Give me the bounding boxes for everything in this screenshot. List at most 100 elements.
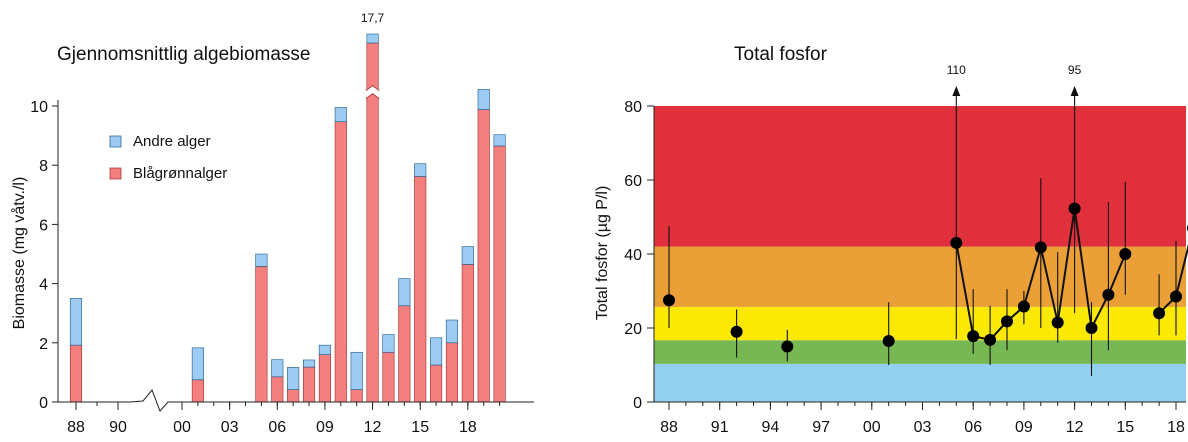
point-12	[1068, 202, 1081, 215]
band-1	[654, 340, 1186, 364]
bar-andre-alger-16	[430, 337, 443, 366]
point-07	[984, 333, 997, 346]
point-10	[1034, 241, 1047, 254]
x-tick-label-03: 03	[914, 419, 932, 436]
bar-andre-alger-11	[350, 351, 363, 390]
point-95	[781, 340, 794, 353]
legend-swatch-andre-alger	[109, 135, 122, 148]
biomass-bars: 17,7	[69, 11, 506, 403]
x-tick-label-90: 90	[109, 419, 127, 436]
y-tick-label-6: 6	[39, 217, 48, 234]
y-tick-label-80: 80	[624, 99, 642, 116]
x-tick-label-88: 88	[660, 419, 678, 436]
bar-blagronnalger-20	[493, 145, 506, 403]
y-tick-label-10: 10	[30, 99, 48, 116]
bar-andre-alger-17	[445, 319, 459, 344]
bar-blagronnalger-08	[302, 366, 316, 403]
x-tick-label-06: 06	[964, 419, 982, 436]
y-tick-label-4: 4	[39, 277, 48, 294]
x-tick-label-15: 15	[411, 419, 429, 436]
bar-annotation-12: 17,7	[361, 11, 385, 25]
bar-break-line-lower-12	[365, 93, 380, 99]
y-tick-label-2: 2	[39, 336, 48, 353]
point-15	[1119, 248, 1132, 260]
point-01	[882, 334, 895, 347]
x-tick-label-88: 88	[67, 419, 85, 436]
phosphorus-title: Total fosfor	[734, 44, 828, 65]
bar-andre-alger-07	[287, 367, 300, 390]
bar-blagronnalger-88	[69, 344, 83, 403]
bar-blagronnalger-06	[271, 376, 284, 403]
x-tick-label-06: 06	[268, 419, 286, 436]
data-points	[663, 202, 1188, 353]
bar-blagronnalger-17	[445, 342, 459, 403]
bar-andre-alger-13	[382, 334, 395, 353]
x-tick-label-12: 12	[364, 419, 382, 436]
x-axis-break	[129, 389, 180, 412]
x-tick-label-94: 94	[762, 419, 780, 436]
bar-andre-alger-05	[255, 253, 268, 267]
point-annotation-12: 95	[1068, 63, 1082, 77]
bar-blagronnalger-10	[334, 121, 347, 403]
point-18	[1170, 290, 1182, 303]
bar-andre-alger-09	[318, 344, 331, 355]
bar-andre-alger-06	[271, 359, 284, 378]
bar-blagronnalger-07	[287, 389, 300, 403]
y-tick-label-8: 8	[39, 158, 48, 175]
series-line-1	[1158, 243, 1188, 314]
bar-blagronnalger-18	[461, 264, 474, 403]
bar-andre-alger-20	[493, 134, 506, 147]
x-tick-label-09: 09	[1015, 419, 1033, 436]
phosphorus-axes: 0 20 40 60 80 88 91 94 97 00 03 06 09 12 15 18	[624, 99, 1186, 436]
biomass-legend: Andre alger Blågrønnalger	[109, 133, 227, 182]
y-tick-label-20: 20	[624, 321, 642, 338]
biomass-chart: Gjennomsnittlig algebiomasse Biomasse (m…	[10, 11, 534, 436]
point-annotation-05: 110	[947, 63, 966, 77]
y-tick-label-60: 60	[624, 173, 642, 190]
band-4	[654, 106, 1186, 247]
bar-andre-alger-18	[461, 246, 474, 265]
band-2	[654, 306, 1186, 341]
y-tick-label-0: 0	[633, 395, 642, 412]
biomass-axes: 0 2 4 6 8 10 88 90 00 03 06 09 12 15 18	[30, 99, 534, 436]
x-tick-label-09: 09	[316, 419, 334, 436]
x-tick-label-91: 91	[711, 419, 729, 436]
legend-label-andre-alger: Andre alger	[133, 133, 211, 150]
point-06	[967, 330, 980, 343]
x-tick-label-18: 18	[459, 419, 477, 436]
bar-blagronnalger-16	[430, 364, 443, 403]
bar-break-line-upper-12	[365, 85, 380, 91]
biomass-ylabel: Biomasse (mg våtv./l)	[10, 177, 28, 330]
bar-blagronnalger-13	[382, 351, 395, 403]
arrow-head-12	[1070, 86, 1079, 96]
quality-bands	[654, 106, 1186, 402]
point-14	[1102, 288, 1115, 301]
y-tick-label-40: 40	[624, 247, 642, 264]
x-tick-label-15: 15	[1116, 419, 1134, 436]
point-13	[1085, 322, 1098, 334]
phosphorus-ylabel: Total fosfor (µg P/l)	[594, 186, 611, 321]
point-92	[730, 325, 743, 338]
point-17	[1153, 307, 1166, 320]
point-08	[1001, 315, 1013, 328]
bar-andre-alger-08	[302, 359, 316, 368]
arrow-head-05	[952, 86, 961, 96]
bar-blagronnalger-19	[477, 109, 490, 403]
x-tick-label-03: 03	[221, 419, 239, 436]
bar-andre-alger-12	[366, 33, 379, 44]
point-05	[950, 236, 963, 249]
bar-andre-alger-88	[69, 298, 83, 346]
point-09	[1017, 300, 1030, 313]
bar-andre-alger-01	[191, 347, 204, 381]
bar-andre-alger-15	[414, 163, 427, 177]
bar-blagronnalger-11	[350, 389, 363, 403]
legend-label-blagronnalger: Blågrønnalger	[133, 165, 227, 182]
band-0	[654, 363, 1186, 402]
legend-swatch-blagronnalger	[109, 167, 122, 180]
bar-blagronnalger-15	[414, 176, 427, 403]
bar-blagronnalger-14	[398, 305, 411, 403]
y-tick-label-0: 0	[39, 395, 48, 412]
bar-andre-alger-14	[398, 278, 411, 307]
bar-andre-alger-10	[334, 107, 347, 122]
